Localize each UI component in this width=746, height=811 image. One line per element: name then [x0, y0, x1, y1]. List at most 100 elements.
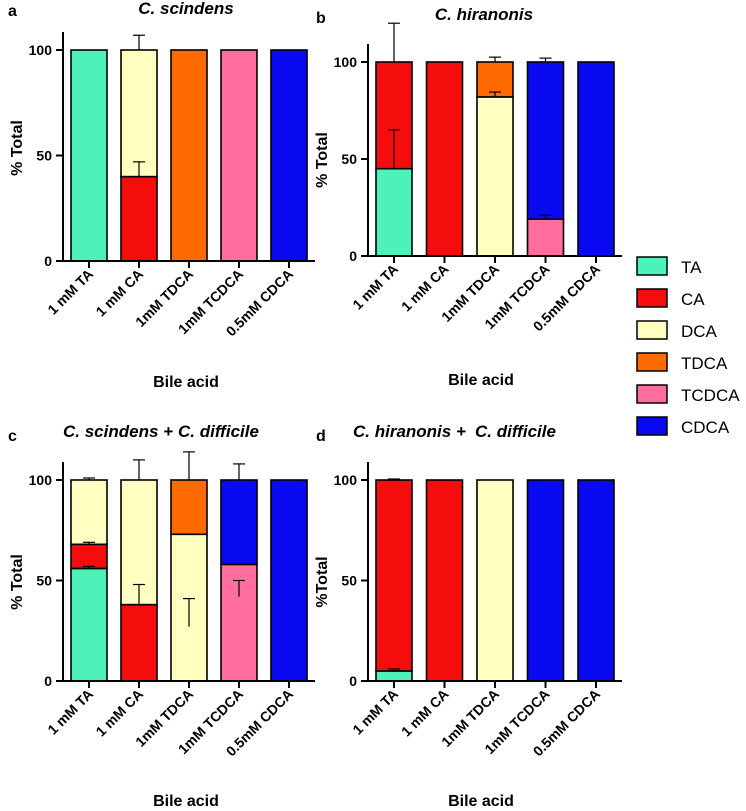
bar-segment-cdca: [577, 479, 615, 682]
error-bar: [489, 56, 501, 62]
panel-a-xlabel: Bile acid: [153, 374, 219, 391]
bar-segment-ca: [120, 603, 158, 682]
x-tick-label: 1 mM TA: [44, 266, 96, 318]
legend-swatch: [636, 416, 668, 436]
error-bar: [539, 57, 552, 62]
panel-letter-a: a: [8, 3, 17, 20]
legend-label: TCDCA: [681, 386, 740, 405]
legend-item-ca: CA: [636, 288, 705, 309]
error-bar: [183, 451, 195, 480]
error-bar: [539, 214, 552, 220]
bar-segment-ta: [70, 567, 108, 682]
panel-a: a C. scindens % Total Bile acid 0 50 100 1 …: [8, 0, 315, 391]
bar-segment-cdca: [526, 61, 565, 220]
error-bar: [83, 565, 95, 569]
bar-segment-dca: [476, 479, 514, 682]
bar-segment-ca: [120, 175, 158, 262]
bar-segment-cdca: [270, 479, 308, 682]
bar-segment-tcdca: [526, 218, 565, 257]
error-bar: [233, 579, 245, 597]
bar-segment-cdca: [526, 479, 565, 682]
bar-segment-tdca: [170, 479, 208, 536]
y-tick-label: 0: [349, 673, 357, 689]
legend-swatch: [636, 256, 668, 276]
error-bar: [133, 161, 145, 177]
bar-segment-cdca: [270, 49, 308, 262]
y-tick-label: 50: [36, 148, 52, 164]
error-bar: [388, 129, 400, 169]
panel-d-ylabel: %Total: [314, 556, 331, 607]
panel-a-title: C. scindens: [138, 0, 233, 18]
y-tick-label: 50: [36, 573, 52, 589]
y-tick-label: 50: [341, 151, 357, 167]
legend-label: CDCA: [681, 418, 730, 437]
panel-d-title-part2: C. difficile: [475, 422, 556, 441]
bar-segment-dca: [70, 479, 108, 546]
panel-d-xlabel: Bile acid: [448, 793, 514, 810]
error-bar: [133, 459, 145, 480]
bar-segment-ta: [375, 167, 413, 257]
bar-segment-tcdca: [220, 49, 258, 262]
error-bar: [83, 541, 95, 545]
legend-swatch: [636, 288, 668, 308]
error-bar: [233, 463, 245, 480]
x-tick-label: 1 mM CA: [398, 261, 452, 315]
x-tick-label: 1 mM TA: [44, 686, 96, 738]
y-tick-label: 0: [44, 253, 52, 269]
panel-a-ylabel: % Total: [9, 120, 26, 176]
panel-b-xlabel: Bile acid: [448, 372, 514, 389]
error-bar: [183, 597, 195, 627]
error-bar: [489, 91, 501, 97]
bar-segment-dca: [120, 479, 158, 606]
bar-segment-ta: [375, 670, 413, 682]
legend-item-tdca: TDCA: [636, 352, 728, 373]
legend-label: CA: [681, 290, 705, 309]
legend-item-tcdca: TCDCA: [636, 384, 740, 405]
bar-segment-tdca: [476, 61, 514, 98]
legend-label: TA: [681, 258, 702, 277]
panel-d: d C. hiranonis + C. difficile %Total Bil…: [314, 422, 622, 810]
panel-c-xlabel: Bile acid: [153, 793, 219, 810]
error-bar: [388, 478, 400, 480]
legend-item-ta: TA: [636, 256, 702, 277]
legend-swatch: [636, 320, 668, 340]
panel-c-title-part1: C. scindens +: [63, 422, 173, 441]
legend-swatch: [636, 384, 668, 404]
x-tick-label: 1 mM CA: [398, 686, 452, 740]
legend-item-cdca: CDCA: [636, 416, 730, 437]
bar-segment-dca: [120, 49, 158, 178]
y-tick-label: 0: [349, 248, 357, 264]
bar-segment-tdca: [170, 49, 208, 262]
legend-label: DCA: [681, 322, 718, 341]
panel-c: c C. scindens + C. difficile % Total Bil…: [8, 422, 315, 810]
bar-segment-ta: [70, 49, 108, 262]
panel-letter-c: c: [8, 428, 17, 445]
bar-segment-dca: [476, 96, 514, 257]
error-bar: [133, 583, 145, 605]
error-bar: [388, 668, 400, 671]
error-bar: [388, 22, 400, 62]
error-bar: [83, 477, 95, 480]
legend-swatch: [636, 352, 668, 372]
panel-letter-b: b: [316, 10, 326, 27]
bar-segment-cdca: [220, 479, 258, 566]
x-tick-label: 1 mM TA: [349, 261, 401, 313]
panel-c-title-part2: C. difficile: [178, 422, 259, 441]
bar-segment-ca: [425, 479, 464, 682]
panel-b-ylabel: % Total: [314, 132, 331, 188]
legend: TA CA DCA TDCA TCDCA CDCA: [636, 256, 740, 437]
x-tick-label: 1 mM TA: [349, 686, 401, 738]
bar-segment-cdca: [577, 61, 615, 257]
bar-segment-ca: [70, 543, 108, 570]
bar-segment-ca: [425, 61, 464, 257]
y-tick-label: 100: [334, 472, 358, 488]
error-bar: [133, 34, 145, 50]
legend-label: TDCA: [681, 354, 728, 373]
y-tick-label: 0: [44, 673, 52, 689]
panel-letter-d: d: [316, 428, 326, 445]
panel-b: b C. hiranonis % Total Bile acid 0 50 100 1…: [314, 5, 622, 389]
panel-b-title: C. hiranonis: [435, 5, 533, 24]
y-tick-label: 100: [29, 472, 53, 488]
panel-c-ylabel: % Total: [9, 554, 26, 610]
